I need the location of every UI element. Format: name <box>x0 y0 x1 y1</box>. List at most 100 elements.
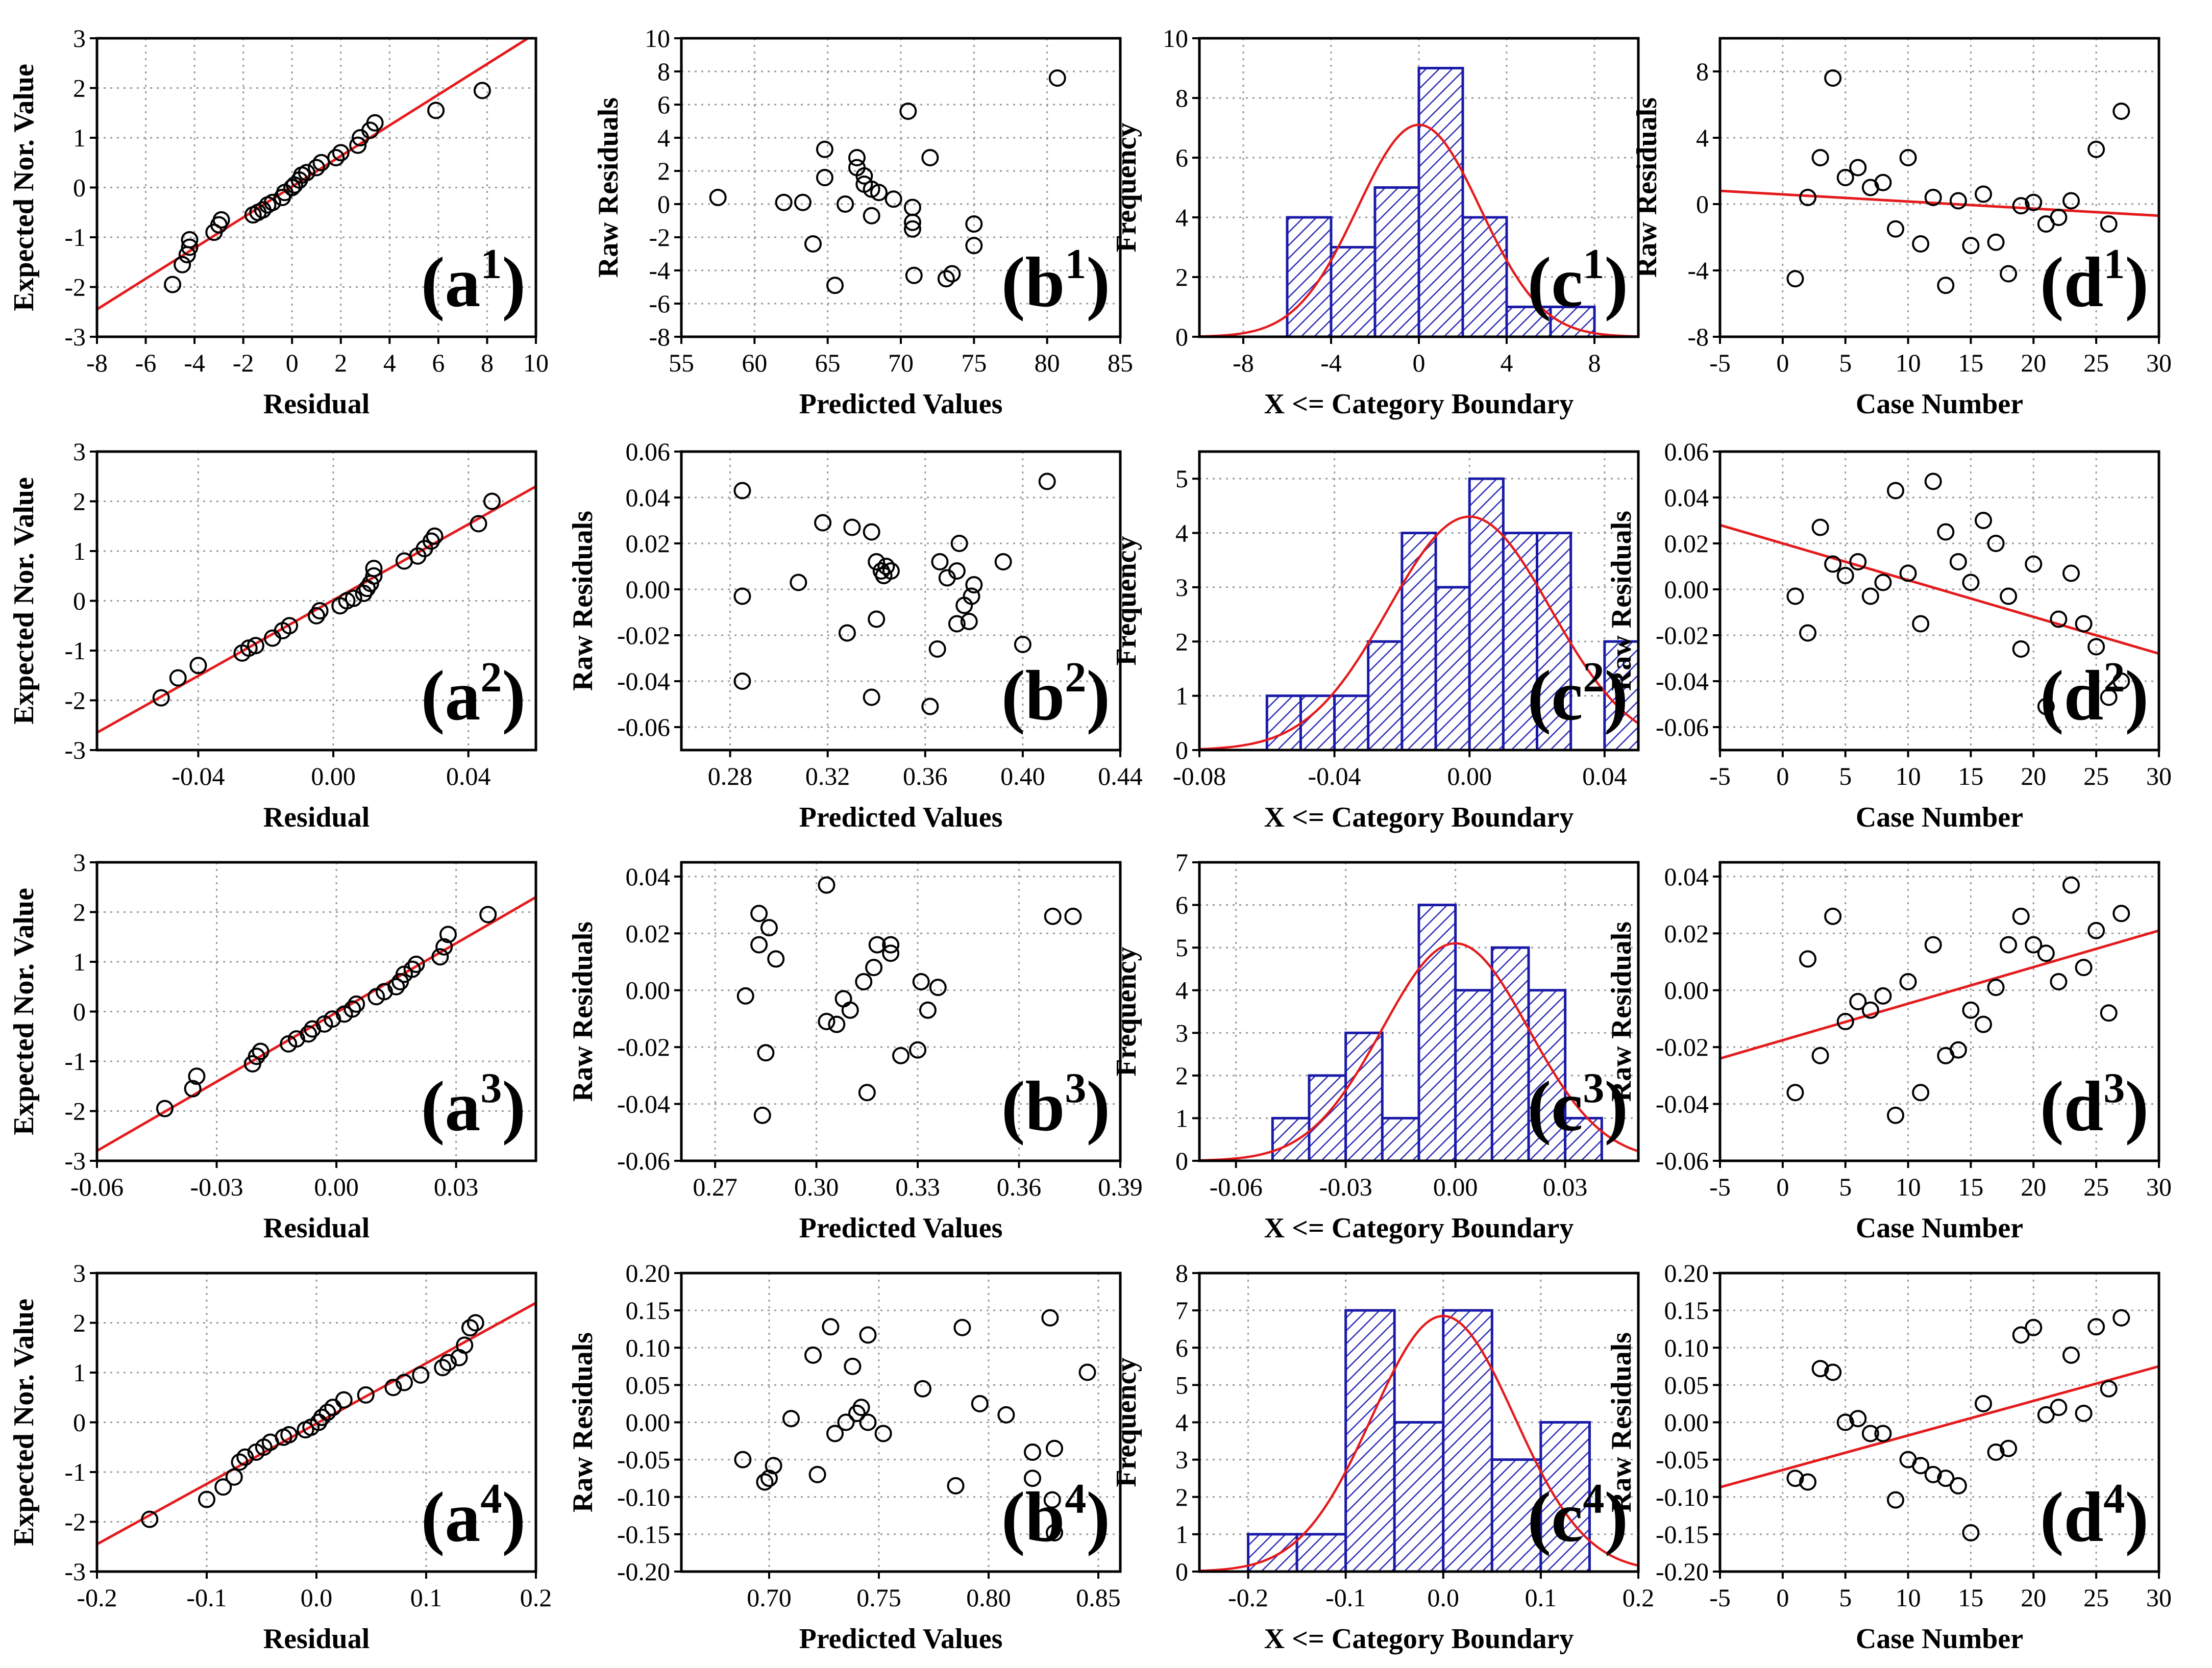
data-point <box>2062 876 2080 894</box>
panel-c3: -0.06 -0.03 0.00 0.03 0 1 2 3 4 5 6 7 X <= Category … <box>1111 848 1640 1244</box>
panel-c1: -8 -4 0 4 8 0 2 4 6 8 10 X <= Category Boundary Freq… <box>1111 24 1640 420</box>
data-point <box>1949 553 1967 570</box>
data-point <box>1078 1363 1096 1381</box>
plot-frame <box>1718 861 2160 1162</box>
y-tick-label: 5 <box>1175 464 1188 493</box>
y-tick-label: 3 <box>73 24 86 53</box>
x-axis-label: Residual <box>263 388 370 420</box>
x-tick-label: -5 <box>1709 1173 1731 1201</box>
x-tick-label: 30 <box>2146 1173 2172 1201</box>
plot-area <box>1720 1309 2159 1541</box>
data-point <box>1975 512 1992 529</box>
data-point <box>736 987 754 1005</box>
y-tick-label: -0.04 <box>617 1090 670 1118</box>
y-tick-label: 4 <box>1696 123 1709 152</box>
x-tick-label: 6 <box>432 348 445 377</box>
x-tick-label: 10 <box>1896 762 1921 790</box>
data-point <box>384 1379 402 1397</box>
y-tick-label: 7 <box>1175 1296 1188 1325</box>
histogram-bar <box>1373 186 1420 337</box>
data-point <box>2050 610 2068 628</box>
data-point <box>909 1041 927 1059</box>
data-point <box>280 1426 298 1443</box>
plot-area <box>709 69 1066 294</box>
y-tick-label: -2 <box>64 686 86 715</box>
y-tick-label: -3 <box>64 1147 86 1175</box>
y-tick-label: 8 <box>1175 84 1188 112</box>
x-tick-label: 0.44 <box>1098 762 1143 790</box>
data-point <box>753 1106 771 1124</box>
data-point <box>332 144 350 162</box>
data-point <box>1987 535 2005 552</box>
data-point <box>709 189 727 206</box>
data-point <box>950 535 968 552</box>
data-point <box>733 482 751 500</box>
data-point <box>794 193 812 211</box>
data-point <box>426 527 444 545</box>
x-tick-label: -0.2 <box>1228 1583 1268 1612</box>
data-point <box>2112 905 2130 923</box>
y-axis-label: Frequency <box>1111 122 1142 252</box>
data-point <box>928 640 946 658</box>
y-tick-label: 0.02 <box>626 919 671 948</box>
data-point <box>434 1359 452 1377</box>
x-tick-label: 8 <box>1588 348 1601 377</box>
x-tick-label: 0.2 <box>520 1583 552 1612</box>
y-tick-label: 5 <box>1175 933 1188 962</box>
data-point <box>822 1318 840 1336</box>
y-tick-label: 2 <box>73 898 86 927</box>
plot-area <box>97 896 536 1152</box>
data-point <box>287 1030 305 1048</box>
data-point <box>2012 197 2030 215</box>
y-tick-label: -0.04 <box>1656 667 1709 695</box>
data-point <box>1887 1106 1904 1124</box>
data-point <box>345 589 362 607</box>
data-point <box>1899 149 1917 166</box>
histogram-bar <box>1442 1309 1493 1572</box>
plot-area <box>736 876 1082 1124</box>
data-point <box>1041 1309 1059 1327</box>
x-tick-label: 25 <box>2083 348 2109 377</box>
data-point <box>1949 1477 1967 1495</box>
data-point <box>1949 192 1967 210</box>
y-axis-label: Raw Residuals <box>567 1332 599 1512</box>
panel-label: (b2) <box>1001 654 1110 735</box>
x-tick-label: 0.85 <box>1076 1583 1121 1612</box>
panel-label: (d2) <box>2040 654 2149 735</box>
data-point <box>427 102 445 119</box>
data-point <box>790 574 807 591</box>
y-tick-label: -0.20 <box>1656 1557 1709 1586</box>
y-tick-label: 4 <box>657 123 670 152</box>
data-point <box>470 515 487 533</box>
data-point <box>357 1386 375 1404</box>
data-point <box>1024 1443 1041 1461</box>
panel-a1: -8 -6 -4 -2 0 2 4 6 8 10 -3 -2 -1 0 1 2 3 Residual Expecte… <box>8 24 549 420</box>
data-point <box>2012 640 2030 658</box>
data-point <box>1824 555 1842 573</box>
data-point <box>1962 1524 1980 1541</box>
y-tick-label: 8 <box>1175 1259 1188 1287</box>
histogram-bar <box>1333 694 1370 750</box>
y-tick-label: 1 <box>73 123 86 152</box>
data-point <box>2062 1346 2080 1364</box>
histogram-bar <box>1286 216 1333 337</box>
y-tick-label: 10 <box>1163 24 1188 53</box>
y-tick-label: 2 <box>1175 263 1188 291</box>
plot-frame <box>1718 450 2160 752</box>
x-tick-label: 25 <box>2083 1173 2109 1201</box>
x-tick-label: -0.1 <box>1325 1583 1366 1612</box>
data-point <box>1987 1443 2005 1461</box>
data-point <box>348 995 365 1013</box>
y-tick-label: 0.04 <box>1664 483 1709 512</box>
data-point <box>2100 1004 2118 1022</box>
x-tick-label: -0.1 <box>186 1583 227 1612</box>
panel-d1: -5 0 5 10 15 20 25 30 -8 -4 0 4 8 Case Number Raw Resi… <box>1631 37 2172 420</box>
data-point <box>2037 944 2055 962</box>
y-tick-label: -0.15 <box>617 1520 670 1549</box>
x-tick-label: 0 <box>1776 1583 1789 1612</box>
y-tick-label: 4 <box>1175 519 1188 547</box>
y-tick-label: 0.15 <box>626 1296 671 1325</box>
data-point <box>899 103 917 120</box>
data-point <box>912 973 930 990</box>
data-point <box>837 195 854 213</box>
